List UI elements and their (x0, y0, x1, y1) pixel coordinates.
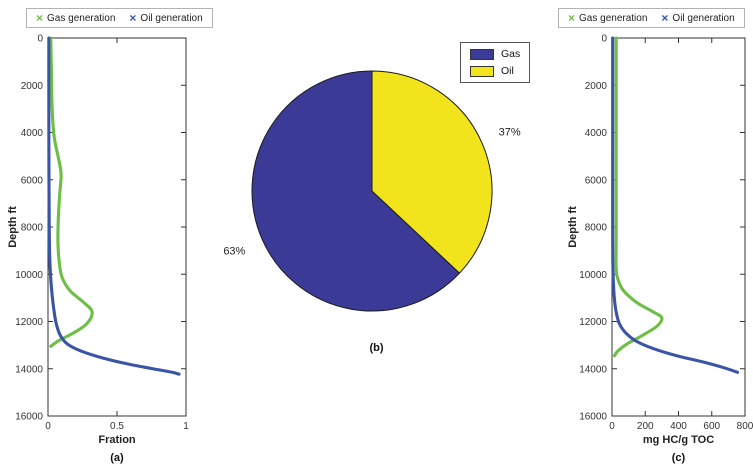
gas-x-marker-icon: × (568, 11, 576, 25)
svg-text:2000: 2000 (21, 81, 44, 92)
svg-text:1: 1 (183, 421, 189, 432)
panel-b: 63% 37% Gas Oil (b) (213, 0, 540, 467)
svg-text:14000: 14000 (579, 364, 607, 375)
svg-text:400: 400 (670, 421, 687, 432)
legend-item-gas: × Gas generation (568, 12, 647, 24)
pie-legend-label-oil: Oil (501, 65, 514, 77)
svg-text:2000: 2000 (585, 81, 608, 92)
svg-text:200: 200 (637, 421, 654, 432)
svg-text:600: 600 (703, 421, 720, 432)
svg-text:10000: 10000 (15, 270, 43, 281)
pie-legend-item-gas: Gas (470, 48, 520, 60)
svg-text:6000: 6000 (21, 175, 44, 186)
oil-x-marker-icon: × (129, 11, 137, 25)
svg-text:12000: 12000 (579, 317, 607, 328)
gas-swatch-icon (470, 48, 494, 60)
ylabel-c: Depth ft (567, 206, 579, 248)
svg-text:16000: 16000 (15, 412, 43, 423)
svg-text:0: 0 (45, 421, 51, 432)
svg-text:0.5: 0.5 (110, 421, 124, 432)
ylabel-a: Depth ft (7, 206, 19, 248)
svg-text:8000: 8000 (585, 223, 608, 234)
svg-text:63%: 63% (223, 246, 245, 258)
depth-hc-line-chart: 0 200 400 600 800020004000600080001000012000… (579, 34, 753, 433)
panel-c: × Gas generation × Oil generation 0 200 400 6… (540, 0, 753, 467)
depth-fraction-line-chart: 0 0.5 1 0 2000 4000 6000 8000 10000 12000 14000 160… (15, 34, 189, 433)
gas-x-marker-icon: × (36, 11, 44, 25)
oil-x-marker-icon: × (661, 11, 669, 25)
legend-item-oil: × Oil generation (661, 12, 734, 24)
svg-text:0: 0 (601, 34, 607, 45)
legend-label-gas: Gas generation (579, 12, 648, 24)
svg-text:16000: 16000 (579, 412, 607, 423)
svg-text:8000: 8000 (21, 223, 44, 234)
caption-b: (b) (369, 342, 384, 354)
oil-swatch-icon (470, 65, 494, 77)
svg-text:6000: 6000 (585, 175, 608, 186)
legend-c: × Gas generation × Oil generation (558, 8, 745, 28)
svg-text:37%: 37% (499, 126, 521, 138)
xlabel-c: mg HC/g TOC (642, 434, 715, 446)
legend-label-oil: Oil generation (672, 12, 735, 24)
caption-a: (a) (110, 452, 124, 464)
legend-label-gas: Gas generation (47, 12, 116, 24)
svg-text:10000: 10000 (579, 270, 607, 281)
caption-c: (c) (671, 452, 686, 464)
pie-legend-item-oil: Oil (470, 65, 520, 77)
svg-text:0: 0 (609, 421, 615, 432)
gas-oil-pie-chart: 63% 37% (223, 70, 521, 312)
svg-text:14000: 14000 (15, 364, 43, 375)
legend-item-gas: × Gas generation (36, 12, 115, 24)
legend-a: × Gas generation × Oil generation (26, 8, 213, 28)
panel-a: × Gas generation × Oil generation 0 0.5 1 0 20… (0, 0, 213, 467)
svg-text:4000: 4000 (585, 128, 608, 139)
pie-legend-label-gas: Gas (501, 48, 521, 60)
svg-text:4000: 4000 (21, 128, 44, 139)
xlabel-a: Fration (98, 434, 136, 446)
svg-text:0: 0 (37, 34, 43, 45)
legend-item-oil: × Oil generation (129, 12, 202, 24)
legend-b: Gas Oil (460, 42, 531, 83)
legend-label-oil: Oil generation (140, 12, 203, 24)
svg-text:800: 800 (737, 421, 753, 432)
svg-text:12000: 12000 (15, 317, 43, 328)
